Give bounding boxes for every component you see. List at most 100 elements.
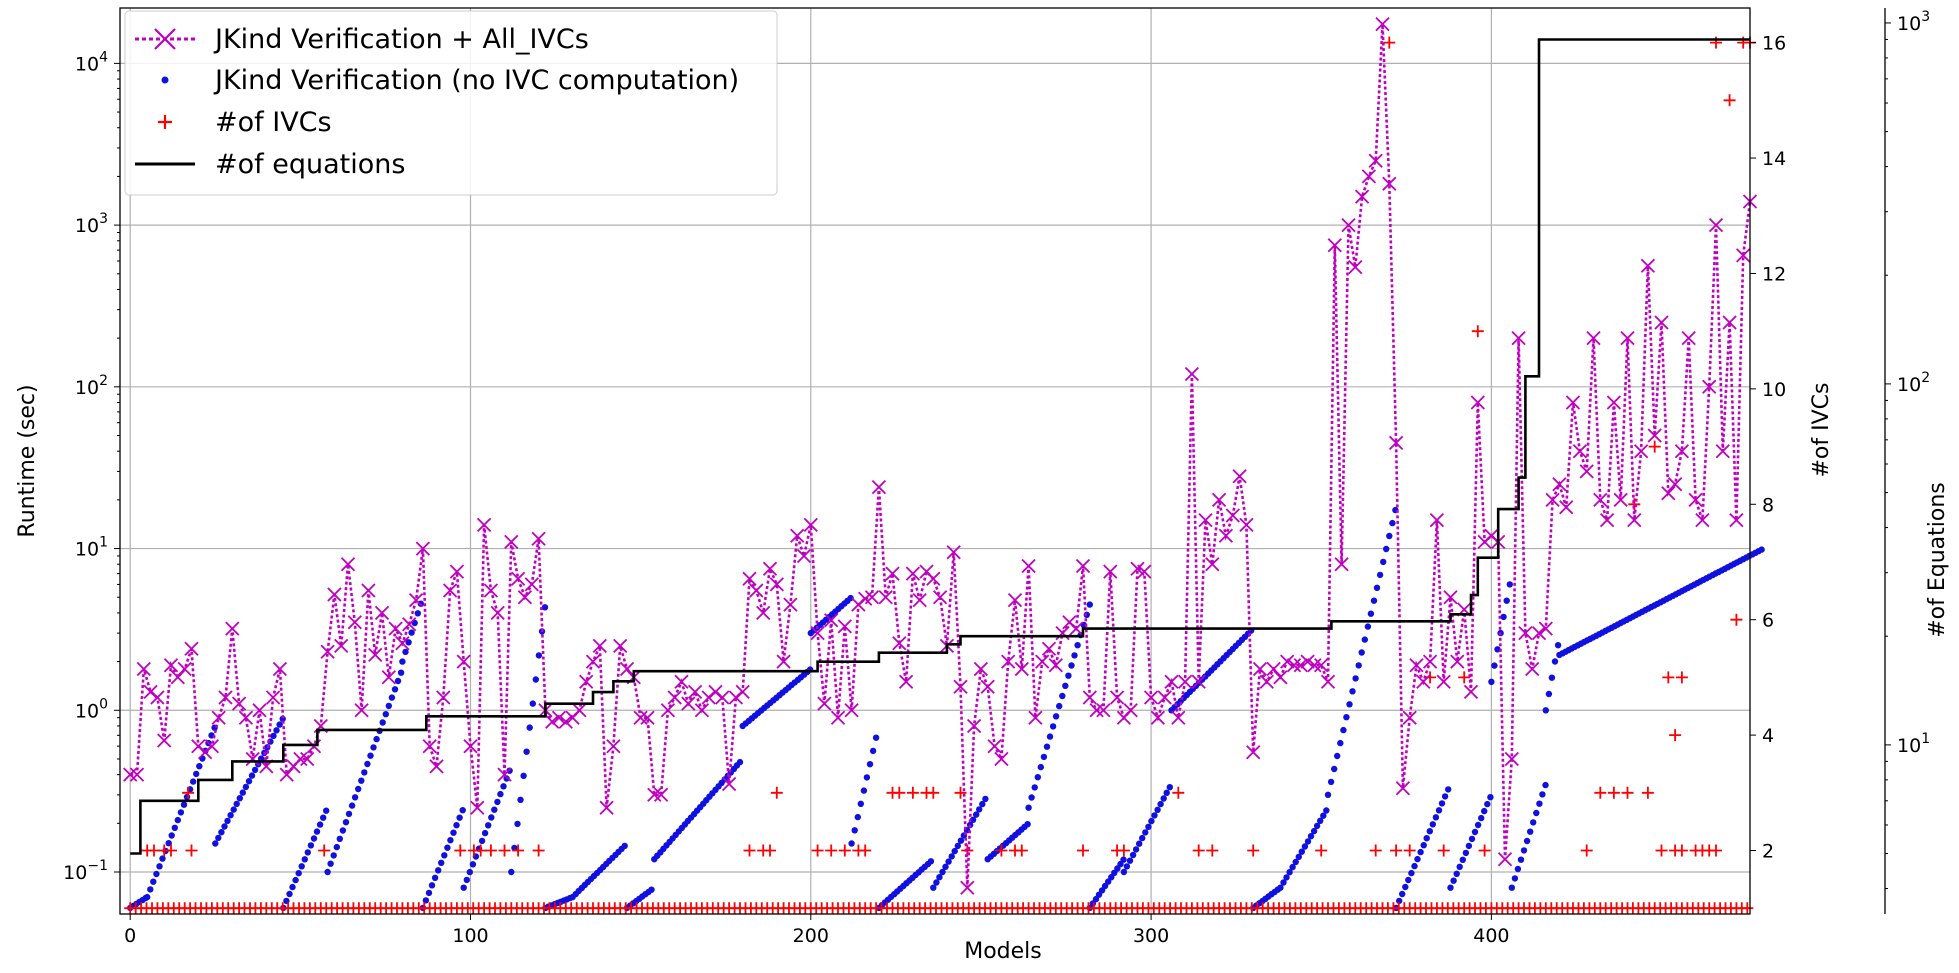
y-left-tick-label: 103 <box>75 211 108 237</box>
all-ivcs-point <box>1191 674 1206 689</box>
all-ivcs-point <box>1075 558 1091 574</box>
no-ivc-point <box>497 790 504 798</box>
no-ivc-point <box>1364 623 1372 630</box>
no-ivc-point <box>1126 857 1134 864</box>
ivc-point <box>1580 844 1593 857</box>
all-ivcs-point <box>517 590 533 605</box>
all-ivcs-point <box>878 590 893 605</box>
no-ivc-point <box>144 893 151 901</box>
ivc-point <box>1675 844 1688 857</box>
all-ivcs-point <box>1177 674 1193 689</box>
no-ivc-point <box>1349 688 1356 695</box>
no-ivc-point <box>1533 809 1540 817</box>
all-ivcs-point <box>579 674 594 689</box>
all-ivcs-point <box>1593 492 1608 508</box>
no-ivc-point <box>1494 646 1501 653</box>
ivc-point <box>182 786 195 799</box>
no-ivc-point <box>245 778 253 785</box>
no-ivc-point <box>857 800 864 807</box>
no-ivc-point <box>313 828 321 835</box>
all-ivcs-point <box>1620 330 1635 346</box>
all-ivcs-point <box>1409 658 1424 673</box>
all-ivcs-point <box>790 528 805 543</box>
all-ivcs-point <box>1293 658 1308 673</box>
all-ivcs-point <box>1416 674 1431 689</box>
all-ivcs-point <box>1123 703 1138 718</box>
all-ivcs-point <box>483 583 499 598</box>
no-ivc-point <box>648 886 655 893</box>
no-ivc-point <box>327 860 334 867</box>
no-ivc-point <box>1414 855 1421 863</box>
all-ivcs-point <box>1348 259 1363 275</box>
all-ivcs-point <box>1082 690 1097 705</box>
all-ivcs-point <box>592 638 607 654</box>
ivc-point <box>474 844 487 857</box>
all-ivcs-point <box>572 703 587 718</box>
no-ivc-point <box>860 787 868 794</box>
all-ivcs-point <box>524 577 539 592</box>
all-ivcs-point <box>1137 564 1152 579</box>
no-ivc-point <box>298 863 305 870</box>
no-ivc-point <box>494 798 501 806</box>
no-ivc-point <box>286 890 293 898</box>
all-ivcs-point <box>1613 492 1628 508</box>
all-ivcs-point <box>374 605 390 621</box>
no-ivc-point <box>1426 828 1434 835</box>
no-ivc-point <box>425 889 433 897</box>
no-ivc-point <box>954 842 961 850</box>
tick-labels: 0 100 200 300 400 10−1 100 101 102 103 104 2 4 6 8 10 12… <box>63 9 1930 947</box>
all-ivcs-point <box>735 684 750 700</box>
all-ivcs-point <box>415 541 431 556</box>
y-left-tick-label: 102 <box>75 373 108 399</box>
all-ivcs-point <box>1171 710 1186 725</box>
no-ivc-point <box>1551 658 1559 665</box>
no-ivc-point <box>1474 821 1482 829</box>
axes <box>119 7 1886 915</box>
all-ivcs-point <box>633 710 648 725</box>
no-ivc-point <box>1386 532 1393 540</box>
all-ivcs-point <box>1729 512 1744 528</box>
no-ivc-point <box>180 801 188 808</box>
no-ivc-point <box>1346 701 1353 708</box>
all-ivcs-point <box>687 684 703 700</box>
no-ivc-point <box>1343 714 1350 721</box>
no-ivc-point <box>523 748 530 755</box>
all-ivcs-point <box>1164 674 1179 689</box>
no-ivc-point <box>927 858 935 865</box>
all-ivcs-point <box>640 710 655 725</box>
no-ivc-point <box>1545 690 1553 698</box>
ivc-point <box>512 844 525 857</box>
all-ivcs-point <box>272 661 288 677</box>
no-ivc-point <box>973 811 980 818</box>
no-ivc-point <box>1049 723 1057 730</box>
all-ivcs-point <box>1674 444 1690 459</box>
no-ivc-point <box>979 800 986 808</box>
no-ivc-point <box>1487 794 1494 801</box>
equations-step-line <box>130 38 1750 855</box>
legend: JKind Verification + All_IVCs JKind Veri… <box>124 10 778 196</box>
no-ivc-point <box>351 794 359 801</box>
no-ivc-point <box>1283 874 1290 881</box>
all-ivcs-point <box>1667 477 1683 492</box>
all-ivcs-point <box>129 767 145 782</box>
ivc-point <box>454 844 467 857</box>
all-ivcs-point <box>749 583 764 598</box>
no-ivc-point <box>936 874 943 881</box>
all-ivcs-point <box>1382 176 1397 191</box>
no-ivc-point <box>1062 682 1069 689</box>
all-ivcs-point <box>490 605 505 621</box>
no-ivc-point <box>1142 829 1149 836</box>
no-ivc-point <box>1453 870 1460 877</box>
no-ivc-point <box>1317 817 1324 824</box>
no-ivc-point <box>295 870 302 877</box>
no-ivc-point <box>1429 821 1437 828</box>
all-ivcs-point <box>476 517 492 533</box>
no-ivc-point <box>982 795 989 803</box>
all-ivcs-point <box>1599 512 1615 528</box>
no-ivc-point <box>1554 642 1562 649</box>
no-ivc-point <box>1132 846 1140 853</box>
no-ivc-point <box>193 770 200 778</box>
no-ivc-point <box>535 652 543 659</box>
no-ivc-point <box>233 800 240 808</box>
no-ivc-point <box>1327 778 1335 786</box>
